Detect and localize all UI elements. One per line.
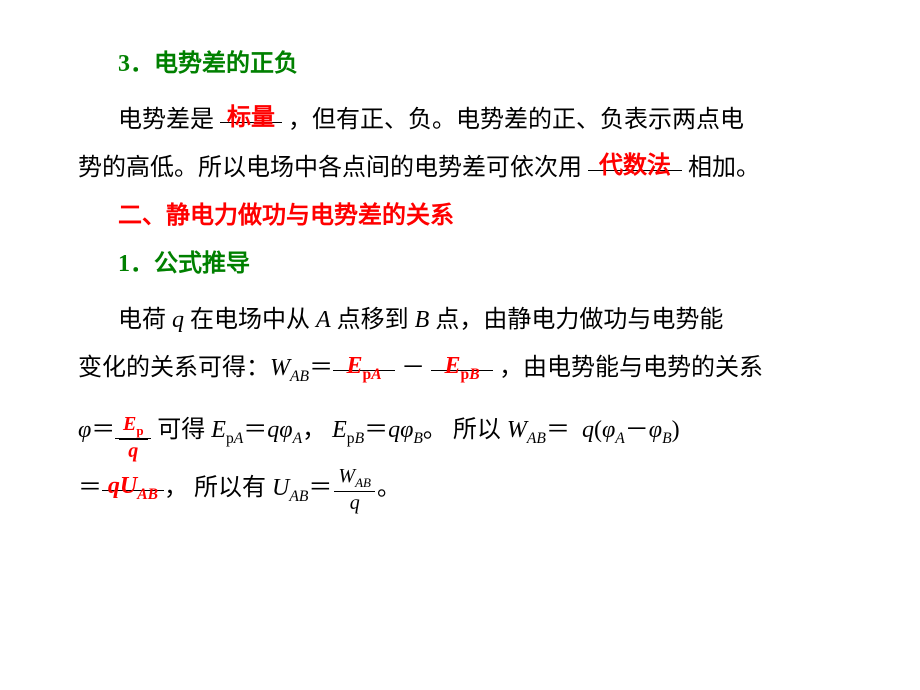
text: 点移到 xyxy=(331,307,415,333)
eq: ＝ xyxy=(309,355,333,381)
period: 。 xyxy=(377,475,401,501)
fill-EpB: EpB xyxy=(445,353,480,379)
comma: ， xyxy=(164,475,188,501)
rparen: ) xyxy=(672,417,680,443)
sub-B: B xyxy=(662,430,672,447)
var-q: q xyxy=(172,307,184,333)
heading-1: 1．公式推导 xyxy=(118,240,842,288)
text: 在电场中从 xyxy=(184,307,316,333)
minus: － xyxy=(625,417,649,443)
para-1-body: 电荷 q 在电场中从 A 点移到 B 点，由静电力做功与电势能 变化的关系可得：… xyxy=(78,296,842,514)
heading-3: 3．电势差的正负 xyxy=(118,40,842,88)
blank-algebra: 代数法 xyxy=(588,144,682,171)
text: ，由电势能与电势的关系 xyxy=(499,355,763,381)
fill-qUAB: qUAB xyxy=(108,473,158,499)
text: 电荷 xyxy=(118,307,172,333)
text: 点，由静电力做功与电势能 xyxy=(429,307,723,333)
var-W: W xyxy=(507,417,527,443)
sub-AB: AB xyxy=(289,488,308,505)
sub-A: A xyxy=(615,430,625,447)
var-E: E xyxy=(332,417,347,443)
sub-A: A xyxy=(293,430,303,447)
blank-qUAB: qUAB xyxy=(102,464,164,491)
fill-algebra: 代数法 xyxy=(599,153,671,179)
var-E: E xyxy=(211,417,226,443)
eq: ＝ xyxy=(91,417,115,443)
var-phi: φ xyxy=(279,417,292,443)
text: 相加。 xyxy=(688,155,760,181)
document-body: 3．电势差的正负 电势差是 标量 ，但有正、负。电势差的正、负表示两点电 势的高… xyxy=(0,0,920,554)
text: 所以 xyxy=(453,417,507,443)
var-phi: φ xyxy=(602,417,615,443)
text: ，但有正、负。电势差的正、负表示两点电 xyxy=(288,107,744,133)
eq: ＝ xyxy=(78,475,102,501)
blank-Ep-over-q: Epq xyxy=(115,412,151,439)
sub-pB: pB xyxy=(347,430,364,447)
blank-EpB: EpB xyxy=(431,344,493,371)
eq: ＝ xyxy=(364,417,388,443)
sub-AB: AB xyxy=(527,430,546,447)
minus: － xyxy=(401,355,425,381)
blank-EpA: EpA xyxy=(333,344,395,371)
sub-B: B xyxy=(413,430,423,447)
fill-EpA: EpA xyxy=(347,353,382,379)
comma: ， xyxy=(302,417,326,443)
blank-scalar: 标量 xyxy=(220,96,282,123)
var-U: U xyxy=(272,475,289,501)
text: 可得 xyxy=(157,417,211,443)
para-3-body: 电势差是 标量 ，但有正、负。电势差的正、负表示两点电 势的高低。所以电场中各点… xyxy=(78,96,842,192)
frac-Ep-q: Epq xyxy=(119,413,148,461)
text: 势的高低。所以电场中各点间的电势差可依次用 xyxy=(78,155,582,181)
text: 所以有 xyxy=(194,475,272,501)
var-phi: φ xyxy=(649,417,662,443)
var-phi: φ xyxy=(78,417,91,443)
period: 。 xyxy=(423,417,447,443)
sub-AB: AB xyxy=(290,368,309,385)
eq: ＝ xyxy=(546,417,570,443)
var-W: W xyxy=(270,355,290,381)
text: 变化的关系可得： xyxy=(78,355,270,381)
var-A: A xyxy=(316,307,331,333)
var-B: B xyxy=(415,307,430,333)
var-phi: φ xyxy=(400,417,413,443)
eq: ＝ xyxy=(243,417,267,443)
lparen: ( xyxy=(594,417,602,443)
eq: ＝ xyxy=(308,475,332,501)
sub-pA: pA xyxy=(226,430,243,447)
fill-scalar: 标量 xyxy=(227,105,275,131)
var-q: q xyxy=(267,417,279,443)
var-q: q xyxy=(582,417,594,443)
frac-WAB-q: WABq xyxy=(334,465,375,513)
heading-ii: 二、静电力做功与电势差的关系 xyxy=(118,192,842,240)
text: 电势差是 xyxy=(118,107,214,133)
var-q: q xyxy=(388,417,400,443)
